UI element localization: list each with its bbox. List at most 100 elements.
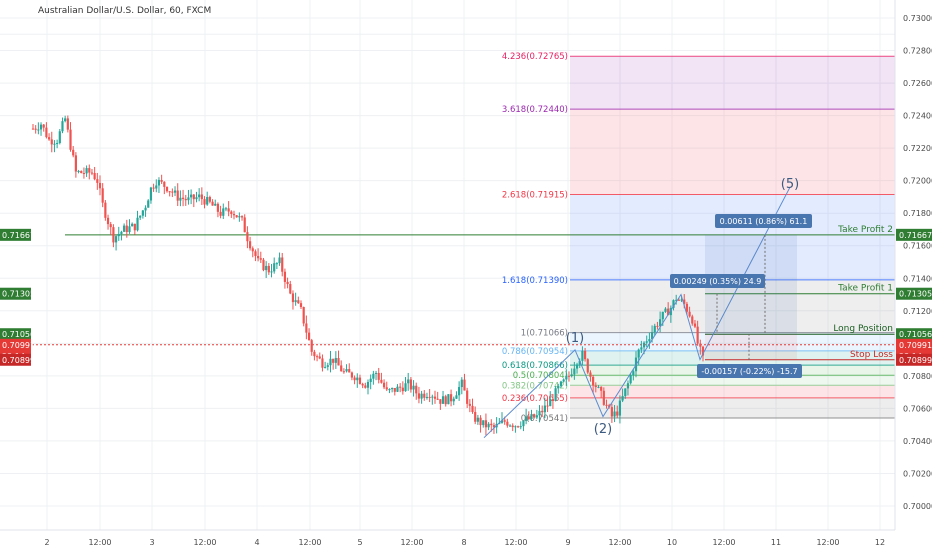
- candle-body: [431, 396, 434, 398]
- candle-body: [385, 387, 388, 390]
- candle-body: [329, 358, 332, 366]
- candle-body: [184, 198, 187, 201]
- measure-label: -0.00157 (-0.22%) -15.7: [701, 367, 797, 376]
- candle-body: [533, 414, 536, 418]
- candle-body: [171, 191, 174, 193]
- x-tick-label: 3: [149, 538, 154, 547]
- candle-body: [535, 415, 538, 418]
- candle-body: [474, 411, 477, 422]
- candle-body: [163, 181, 166, 187]
- price-tag-label: 0.70899: [899, 356, 932, 365]
- measure-box: [697, 364, 802, 378]
- candle-body: [487, 423, 490, 428]
- candle-body: [286, 281, 289, 285]
- candle-body: [500, 420, 504, 423]
- level-label: Long Position: [833, 324, 893, 334]
- candle-body: [216, 203, 220, 212]
- candle-body: [112, 227, 115, 243]
- level-label: Stop Loss: [850, 350, 893, 360]
- candle-body: [275, 263, 278, 265]
- candle-body: [543, 405, 546, 413]
- fib-level-label: 0.786(0.70954): [502, 347, 568, 357]
- candle-body: [230, 211, 233, 214]
- candle-body: [616, 411, 619, 416]
- candle-body: [289, 284, 292, 294]
- candle-body: [294, 300, 297, 303]
- candle-body: [391, 387, 394, 390]
- candle-body: [208, 197, 211, 202]
- candle-body: [198, 194, 201, 198]
- candle-body: [482, 420, 485, 426]
- candle-body: [318, 356, 321, 359]
- candle-body: [90, 172, 94, 174]
- candle-body: [396, 386, 399, 392]
- level-label: Take Profit 2: [837, 225, 893, 235]
- x-tick-label: 12:00: [816, 538, 839, 547]
- candle-body: [688, 311, 691, 317]
- candle-body: [125, 225, 128, 233]
- candle-body: [37, 129, 40, 131]
- candle-body: [605, 404, 608, 406]
- time-axis[interactable]: 2 12:00 3 12:00 4 12:00 5 12:00 8 12:00 9 12:00 10 12…: [0, 529, 895, 547]
- candle-body: [372, 373, 375, 379]
- measure-box: [715, 214, 812, 228]
- candle-body: [47, 137, 51, 140]
- candle-body: [458, 387, 461, 396]
- candle-body: [699, 343, 702, 347]
- candle-body: [444, 396, 447, 405]
- price-tag: [896, 353, 932, 366]
- candle-body: [345, 369, 348, 372]
- candle-body: [342, 371, 345, 373]
- candle-body: [441, 396, 445, 404]
- candle-body: [160, 179, 163, 182]
- candle-body: [600, 386, 603, 391]
- candle-body: [683, 299, 686, 304]
- candle-body: [393, 387, 396, 392]
- candle-body: [667, 308, 670, 316]
- candle-body: [578, 360, 581, 365]
- candle-body: [305, 323, 308, 333]
- risk-zone: [705, 334, 797, 360]
- candle-body: [551, 399, 555, 401]
- candle-body: [610, 407, 613, 417]
- candle-body: [155, 185, 158, 189]
- candle-body: [324, 366, 327, 368]
- wave-label: (1): [566, 331, 584, 346]
- candle-body: [626, 383, 630, 389]
- candle-body: [61, 121, 64, 132]
- candle-body: [618, 400, 622, 416]
- candle-body: [479, 417, 482, 426]
- candle-body: [508, 425, 512, 427]
- candle-body: [315, 356, 319, 358]
- candle-body: [192, 194, 195, 200]
- fib-level-label: 1.618(0.71390): [502, 276, 568, 286]
- candle-body: [321, 358, 324, 368]
- candle-body: [541, 410, 544, 413]
- candle-body: [640, 347, 643, 350]
- candle-body: [45, 127, 48, 138]
- candle-body: [259, 258, 262, 260]
- candle-body: [248, 241, 252, 249]
- candle-body: [120, 231, 123, 234]
- candle-body: [348, 369, 351, 373]
- wave-label: (5): [781, 177, 799, 192]
- price-tag: [0, 353, 31, 366]
- x-tick-label: 8: [461, 538, 466, 547]
- x-tick-label: 12:00: [504, 538, 527, 547]
- candle-body: [74, 155, 77, 172]
- price-tag-label: 0.71667: [2, 231, 35, 240]
- candle-body: [82, 173, 86, 175]
- x-tick-label: 12:00: [608, 538, 631, 547]
- candle-body: [147, 200, 150, 208]
- candle-body: [181, 197, 185, 199]
- candle-body: [567, 375, 571, 377]
- candle-body: [624, 388, 627, 397]
- candle-body: [374, 372, 378, 374]
- candle-body: [179, 197, 182, 201]
